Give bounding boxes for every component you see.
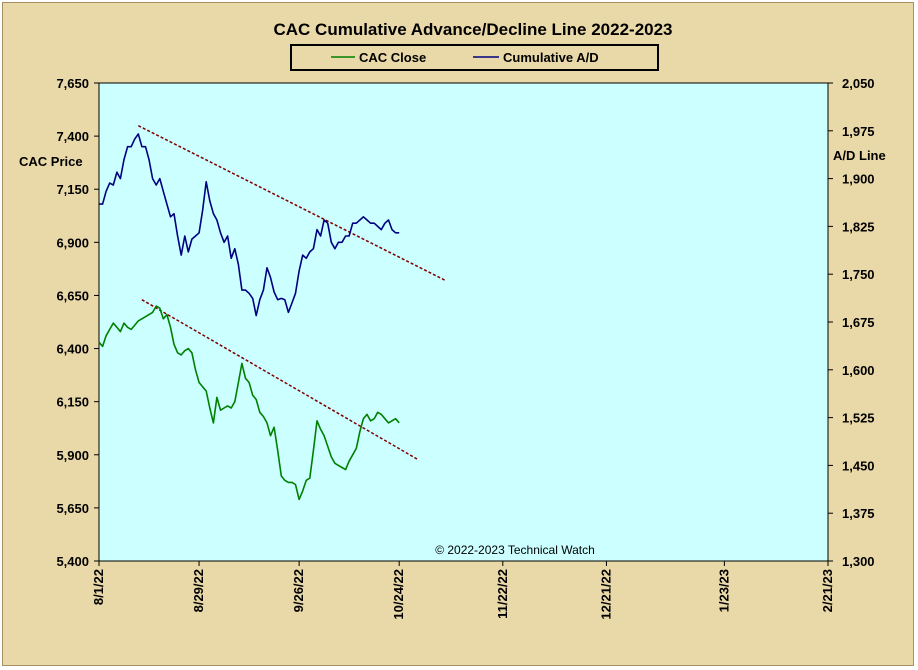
right-tick-label: 1,525 (842, 411, 875, 426)
left-tick-label: 7,400 (56, 129, 89, 144)
x-axis: 8/1/22 8/29/22 9/26/22 10/24/22 11/22/22 12/2… (91, 561, 835, 620)
series-line-cac-close (98, 305, 400, 501)
left-tick-label: 5,650 (56, 501, 89, 516)
right-tick-label: 1,450 (842, 458, 875, 473)
series-line-cumulative-ad (99, 133, 400, 317)
x-tick-label: 1/23/23 (716, 569, 731, 612)
left-tick-label: 6,650 (56, 288, 89, 303)
right-tick-label: 1,675 (842, 315, 875, 330)
left-tick-label: 7,150 (56, 182, 89, 197)
left-tick-label: 6,400 (56, 342, 89, 357)
right-tick-label: 1,975 (842, 124, 875, 139)
right-tick-label: 1,600 (842, 363, 875, 378)
left-axis: 5,400 5,650 5,900 6,150 6,400 6,650 6,900 7,150… (56, 76, 99, 569)
trendline-1 (137, 125, 446, 282)
chart-title: CAC Cumulative Advance/Decline Line 2022… (273, 20, 672, 39)
legend: CAC Close Cumulative A/D (290, 44, 659, 71)
left-tick-label: 5,900 (56, 448, 89, 463)
legend-label-cac-close: CAC Close (359, 50, 426, 65)
trendline-2 (141, 299, 418, 460)
series-lines (98, 133, 400, 501)
left-tick-label: 6,900 (56, 235, 89, 250)
x-tick-label: 12/21/22 (598, 569, 613, 620)
plot-area (98, 82, 829, 562)
chart-svg: CAC Cumulative Advance/Decline Line 2022… (19, 20, 886, 620)
right-tick-label: 1,750 (842, 267, 875, 282)
left-tick-label: 5,400 (56, 554, 89, 569)
x-tick-label: 9/26/22 (291, 569, 306, 612)
right-tick-label: 1,300 (842, 554, 875, 569)
x-tick-label: 8/29/22 (191, 569, 206, 612)
left-axis-label: CAC Price (19, 154, 83, 169)
right-tick-label: 1,900 (842, 172, 875, 187)
x-tick-label: 8/1/22 (91, 569, 106, 605)
right-tick-label: 1,375 (842, 506, 875, 521)
legend-label-cumulative-ad: Cumulative A/D (503, 50, 599, 65)
right-axis-label: A/D Line (833, 148, 886, 163)
left-tick-label: 7,650 (56, 76, 89, 91)
x-tick-label: 2/21/23 (820, 569, 835, 612)
left-tick-label: 6,150 (56, 395, 89, 410)
right-axis: 1,300 1,375 1,450 1,525 1,600 1,675 1,750 1,825… (828, 76, 875, 569)
right-tick-label: 2,050 (842, 76, 875, 91)
copyright-annotation: © 2022-2023 Technical Watch (435, 543, 595, 557)
x-tick-label: 10/24/22 (391, 569, 406, 620)
right-tick-label: 1,825 (842, 219, 875, 234)
x-tick-label: 11/22/22 (495, 569, 510, 619)
trendlines (137, 125, 446, 460)
